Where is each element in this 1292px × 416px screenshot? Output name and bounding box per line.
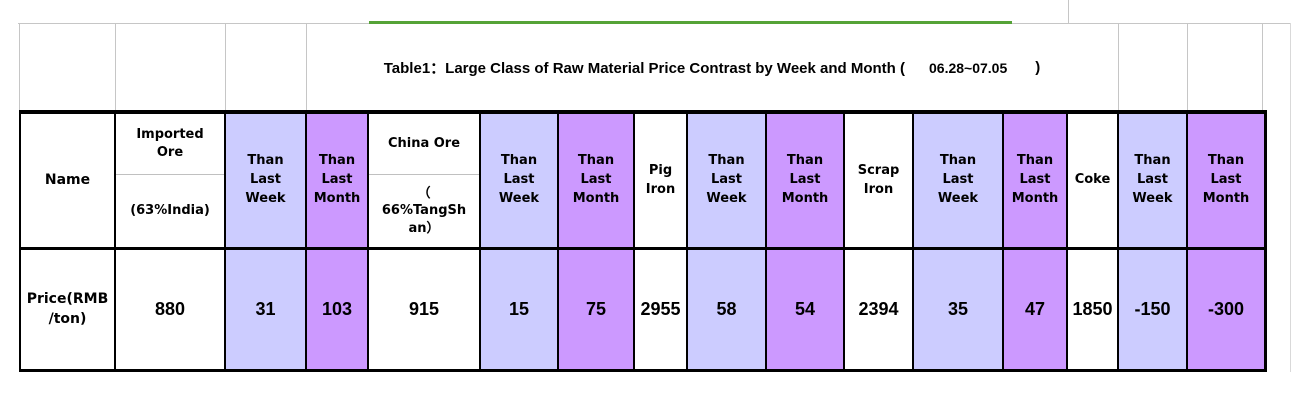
header-scrap-iron[interactable]: Scrap Iron [845, 114, 914, 250]
sheet-gridline-vertical [115, 23, 116, 110]
sheet-gridline-vertical [1187, 23, 1188, 110]
header-coke[interactable]: Coke [1068, 114, 1119, 250]
header-than-last-month-1[interactable]: Than Last Month [307, 114, 369, 250]
header-than-last-month-4[interactable]: Than Last Month [1004, 114, 1068, 250]
header-imported-ore-bottom: (63%India) [130, 203, 210, 219]
header-than-last-week-2[interactable]: Than Last Week [481, 114, 559, 250]
header-name[interactable]: Name [21, 114, 116, 250]
header-than-last-week-3[interactable]: Than Last Week [688, 114, 767, 250]
header-than-last-month-2[interactable]: Than Last Month [559, 114, 635, 250]
table-title-date: 06.28~07.05 [929, 60, 1008, 76]
value-pig-month-diff[interactable]: 54 [767, 250, 845, 369]
header-imported-ore-top: Imported Ore [116, 114, 224, 175]
value-scrap-iron-price[interactable]: 2394 [845, 250, 914, 369]
table-title-paren: ) [1035, 58, 1041, 76]
value-imported-ore-price[interactable]: 880 [116, 250, 226, 369]
sheet-gridline-vertical [306, 23, 307, 110]
header-imported-ore[interactable]: Imported Ore (63%India) [116, 114, 226, 250]
header-than-last-month-3[interactable]: Than Last Month [767, 114, 845, 250]
value-scrap-month-diff[interactable]: 47 [1004, 250, 1068, 369]
value-coke-price[interactable]: 1850 [1068, 250, 1119, 369]
header-than-last-week-1[interactable]: Than Last Week [226, 114, 307, 250]
value-coke-week-diff[interactable]: -150 [1119, 250, 1188, 369]
table-title: Table1：Large Class of Raw Material Price… [306, 24, 1118, 110]
header-than-last-week-5[interactable]: Than Last Week [1119, 114, 1188, 250]
raw-material-price-table: Name Imported Ore (63%India) Than Last W… [19, 110, 1267, 372]
sheet-gridline-vertical [225, 23, 226, 110]
header-than-last-month-5[interactable]: Than Last Month [1188, 114, 1264, 250]
value-coke-month-diff[interactable]: -300 [1188, 250, 1264, 369]
sheet-gridline-vertical [1290, 23, 1291, 372]
row-label-price[interactable]: Price(RMB /ton) [21, 250, 116, 369]
green-line-decoration [369, 21, 1012, 24]
value-imported-week-diff[interactable]: 31 [226, 250, 307, 369]
header-than-last-week-4[interactable]: Than Last Week [914, 114, 1004, 250]
value-pig-iron-price[interactable]: 2955 [635, 250, 688, 369]
value-scrap-week-diff[interactable]: 35 [914, 250, 1004, 369]
sheet-gridline-stub [1068, 0, 1069, 23]
sheet-gridline-vertical [1118, 23, 1119, 110]
header-china-ore-bottom: （ 66%TangSh an） [381, 185, 467, 236]
value-imported-month-diff[interactable]: 103 [307, 250, 369, 369]
value-pig-week-diff[interactable]: 58 [688, 250, 767, 369]
header-china-ore[interactable]: China Ore （ 66%TangSh an） [369, 114, 481, 250]
table-title-text: Table1：Large Class of Raw Material Price… [383, 59, 905, 77]
sheet-gridline-vertical [19, 23, 20, 110]
header-pig-iron[interactable]: Pig Iron [635, 114, 688, 250]
sheet-gridline-vertical [1262, 23, 1263, 110]
value-china-month-diff[interactable]: 75 [559, 250, 635, 369]
value-china-ore-price[interactable]: 915 [369, 250, 481, 369]
header-china-ore-top: China Ore [369, 114, 479, 175]
value-china-week-diff[interactable]: 15 [481, 250, 559, 369]
